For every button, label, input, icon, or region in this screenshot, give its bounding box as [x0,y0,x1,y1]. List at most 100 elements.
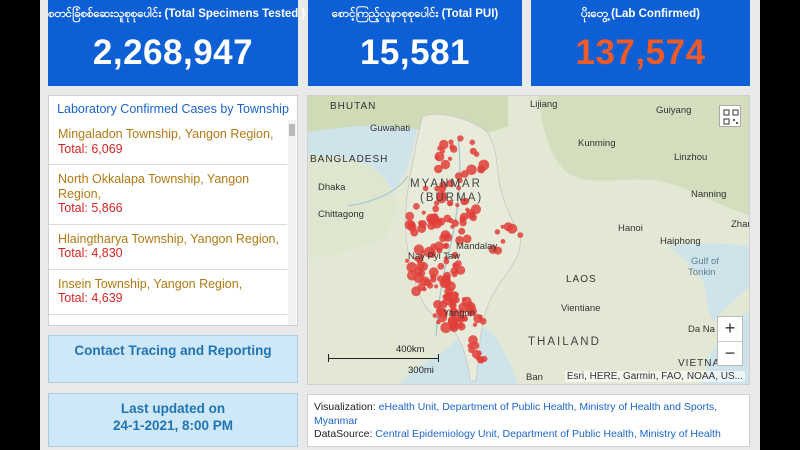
case-marker[interactable] [440,159,451,170]
case-marker[interactable] [413,203,420,210]
case-marker[interactable] [439,181,447,189]
case-marker[interactable] [455,235,464,245]
case-marker[interactable] [443,291,454,302]
list-scrollbar[interactable] [288,120,296,325]
case-markers[interactable] [308,96,750,385]
case-marker[interactable] [469,147,477,155]
case-marker[interactable] [471,341,480,350]
contact-tracing-button[interactable]: Contact Tracing and Reporting [48,335,298,383]
list-item[interactable]: Hlaingtharya Township, Yangon Region, To… [49,225,287,270]
list-item[interactable]: Mingaladon Township, Yangon Region, Tota… [49,120,287,165]
case-marker[interactable] [443,277,449,283]
case-marker[interactable] [448,139,454,145]
case-marker[interactable] [447,317,459,328]
case-marker[interactable] [454,172,463,180]
case-marker[interactable] [433,300,442,309]
case-marker[interactable] [458,302,469,313]
case-marker[interactable] [411,286,421,297]
map-view[interactable]: BHUTAN Guwahati BANGLADESH Dhaka Chittag… [307,95,750,385]
case-marker[interactable] [457,177,463,184]
case-marker[interactable] [417,256,424,263]
case-marker[interactable] [428,267,439,278]
case-marker[interactable] [450,307,457,314]
case-marker[interactable] [456,185,462,191]
datasource-link[interactable]: Central Epidemiology Unit, Department of… [375,428,721,440]
case-marker[interactable] [517,232,524,239]
qr-code-icon[interactable] [719,105,741,127]
case-marker[interactable] [462,197,470,205]
case-marker[interactable] [430,276,437,283]
case-marker[interactable] [440,322,452,334]
case-marker[interactable] [437,312,448,323]
case-marker[interactable] [500,239,506,244]
case-marker[interactable] [465,207,470,212]
case-marker[interactable] [432,313,438,318]
case-marker[interactable] [432,205,440,213]
case-marker[interactable] [449,144,455,150]
case-marker[interactable] [422,287,427,292]
case-marker[interactable] [447,156,453,161]
case-marker[interactable] [462,297,466,302]
case-marker[interactable] [503,222,513,232]
zoom-out-button[interactable]: − [718,341,742,365]
case-marker[interactable] [438,218,443,224]
case-marker[interactable] [434,164,443,174]
zoom-in-button[interactable]: + [724,318,736,338]
case-marker[interactable] [477,314,483,320]
case-marker[interactable] [410,228,419,237]
case-marker[interactable] [433,200,440,206]
case-marker[interactable] [430,243,438,251]
case-marker[interactable] [428,249,436,257]
township-list[interactable]: Mingaladon Township, Yangon Region, Tota… [49,120,287,325]
list-item[interactable]: Insein Township, Yangon Region, Total: 4… [49,270,287,315]
case-marker[interactable] [467,343,473,349]
case-marker[interactable] [458,227,466,235]
case-marker[interactable] [421,210,426,215]
case-marker[interactable] [462,234,472,244]
case-marker[interactable] [451,219,459,227]
case-marker[interactable] [406,262,417,273]
case-marker[interactable] [434,284,439,289]
visualization-link[interactable]: eHealth Unit, Department of Public Healt… [314,401,718,427]
case-marker[interactable] [494,229,501,235]
case-marker[interactable] [436,190,447,201]
case-marker[interactable] [437,262,445,270]
case-marker[interactable] [416,262,425,271]
case-marker[interactable] [478,167,485,173]
case-marker[interactable] [457,322,464,329]
case-marker[interactable] [436,275,444,282]
case-marker[interactable] [436,319,441,325]
case-marker[interactable] [469,139,476,146]
case-marker[interactable] [414,256,419,262]
case-marker[interactable] [457,315,465,324]
case-marker[interactable] [479,317,487,325]
case-marker[interactable] [460,170,469,178]
case-marker[interactable] [457,135,464,142]
case-marker[interactable] [451,251,459,259]
case-marker[interactable] [439,234,447,242]
case-marker[interactable] [407,270,418,281]
case-marker[interactable] [434,151,445,162]
case-marker[interactable] [468,211,474,217]
case-marker[interactable] [456,265,466,275]
case-marker[interactable] [472,322,478,327]
case-marker[interactable] [466,164,477,176]
scrollbar-thumb[interactable] [289,124,295,136]
case-marker[interactable] [420,249,425,254]
case-marker[interactable] [443,242,450,249]
list-item[interactable]: North Okkalapa Township, Yangon Region, … [49,165,287,225]
case-marker[interactable] [423,278,432,287]
case-marker[interactable] [443,258,450,265]
case-marker[interactable] [468,304,475,310]
case-marker[interactable] [488,245,498,254]
map-attribution[interactable]: Esri, HERE, Garmin, FAO, NOAA, US... [564,371,745,382]
case-marker[interactable] [476,350,482,356]
case-marker[interactable] [405,258,410,263]
case-marker[interactable] [439,139,449,150]
case-marker[interactable] [455,203,460,208]
case-marker[interactable] [452,262,458,268]
case-marker[interactable] [427,221,436,230]
case-marker[interactable] [417,224,427,233]
case-marker[interactable] [500,224,505,229]
case-marker[interactable] [459,219,467,227]
